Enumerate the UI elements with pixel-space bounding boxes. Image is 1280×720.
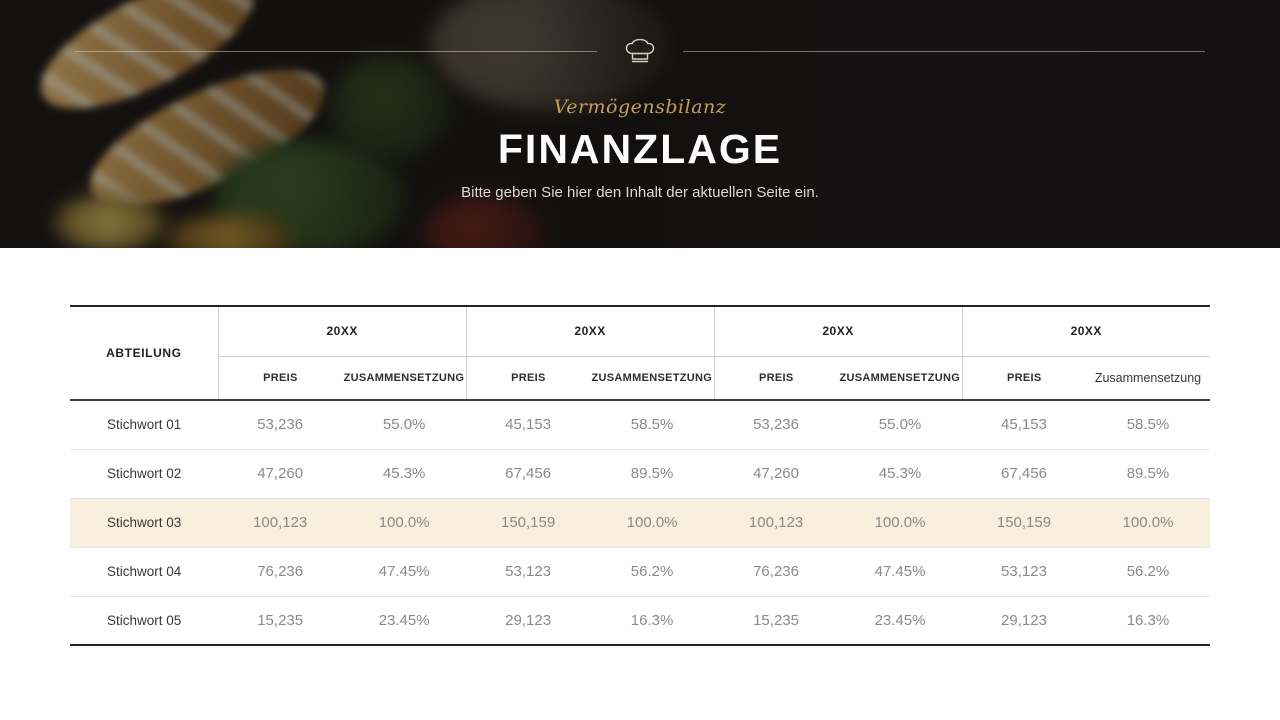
row-cell: 100,123 bbox=[714, 498, 839, 548]
ornament-divider bbox=[0, 0, 1280, 64]
row-cell: 16.3% bbox=[590, 596, 715, 646]
row-cell: 89.5% bbox=[590, 449, 715, 499]
row-cell: 100.0% bbox=[590, 498, 715, 548]
table-row: Stichwort 02 47,260 45.3% 67,456 89.5% 47,26… bbox=[70, 449, 1210, 499]
subheader-preis-2: PREIS bbox=[465, 356, 591, 400]
row-cell: 100.0% bbox=[342, 498, 467, 548]
row-cell: 76,236 bbox=[714, 547, 839, 597]
row-cell: 55.0% bbox=[342, 400, 467, 450]
finance-table-section: ABTEILUNG 20XX 20XX 20XX 20XX PREIS ZUSA… bbox=[70, 305, 1210, 646]
table-row: Stichwort 05 15,235 23.45% 29,123 16.3% 15,2… bbox=[70, 596, 1210, 646]
year-header-3: 20XX bbox=[713, 306, 962, 357]
row-cell: 45,153 bbox=[466, 400, 591, 450]
year-header-4: 20XX bbox=[961, 306, 1210, 357]
row-cell: 29,123 bbox=[962, 596, 1086, 646]
subheader-preis-4: PREIS bbox=[961, 356, 1086, 400]
row-label: Stichwort 01 bbox=[70, 400, 219, 450]
row-cell: 100.0% bbox=[838, 498, 962, 548]
row-cell: 23.45% bbox=[342, 596, 467, 646]
row-label: Stichwort 03 bbox=[70, 498, 219, 548]
table-row: Stichwort 03 100,123 100.0% 150,159 100.0% 1… bbox=[70, 498, 1210, 548]
table-row: Stichwort 01 53,236 55.0% 45,153 58.5% 53,23… bbox=[70, 400, 1210, 450]
row-label: Stichwort 02 bbox=[70, 449, 219, 499]
subheader-zusammensetzung-3: ZUSAMMENSETZUNG bbox=[839, 371, 961, 384]
row-cell: 45,153 bbox=[962, 400, 1086, 450]
slide-title: FINANZLAGE bbox=[497, 126, 783, 172]
row-cell: 45.3% bbox=[342, 449, 467, 499]
hero-banner: Vermögensbilanz FINANZLAGE Bitte geben S… bbox=[0, 0, 1280, 248]
row-label: Stichwort 04 bbox=[70, 547, 219, 597]
row-cell: 53,236 bbox=[218, 400, 343, 450]
column-header-abteilung: ABTEILUNG bbox=[106, 346, 182, 360]
divider-line-left bbox=[75, 50, 597, 52]
table-row: Stichwort 04 76,236 47.45% 53,123 56.2% 76,2… bbox=[70, 547, 1210, 597]
row-cell: 67,456 bbox=[466, 449, 591, 499]
row-label: Stichwort 05 bbox=[70, 596, 219, 646]
subheader-preis-1: PREIS bbox=[217, 356, 343, 400]
row-cell: 53,123 bbox=[962, 547, 1086, 597]
row-cell: 58.5% bbox=[1085, 400, 1210, 450]
row-cell: 76,236 bbox=[218, 547, 343, 597]
table-body: Stichwort 01 53,236 55.0% 45,153 58.5% 53,23… bbox=[70, 400, 1210, 646]
row-cell: 150,159 bbox=[962, 498, 1086, 548]
row-cell: 45.3% bbox=[838, 449, 962, 499]
row-cell: 56.2% bbox=[1085, 547, 1210, 597]
slide-subtitle: Bitte geben Sie hier den Inhalt der aktu… bbox=[461, 184, 819, 201]
row-cell: 47.45% bbox=[838, 547, 962, 597]
row-cell: 100.0% bbox=[1085, 498, 1210, 548]
row-cell: 67,456 bbox=[962, 449, 1086, 499]
row-cell: 15,235 bbox=[218, 596, 343, 646]
row-cell: 53,236 bbox=[714, 400, 839, 450]
row-cell: 53,123 bbox=[466, 547, 591, 597]
year-header-2: 20XX bbox=[465, 306, 715, 357]
row-cell: 58.5% bbox=[590, 400, 715, 450]
row-cell: 89.5% bbox=[1085, 449, 1210, 499]
row-cell: 47,260 bbox=[218, 449, 343, 499]
finance-table: ABTEILUNG 20XX 20XX 20XX 20XX PREIS ZUSA… bbox=[70, 305, 1210, 646]
year-header-1: 20XX bbox=[217, 306, 467, 357]
row-cell: 55.0% bbox=[838, 400, 962, 450]
subheader-zusammensetzung-2: ZUSAMMENSETZUNG bbox=[591, 371, 713, 384]
row-cell: 29,123 bbox=[466, 596, 591, 646]
divider-line-right bbox=[683, 50, 1205, 52]
hero-text: Vermögensbilanz FINANZLAGE Bitte geben S… bbox=[0, 96, 1280, 201]
chef-hat-icon bbox=[623, 38, 657, 64]
row-cell: 47.45% bbox=[342, 547, 467, 597]
row-cell: 100,123 bbox=[218, 498, 343, 548]
row-cell: 56.2% bbox=[590, 547, 715, 597]
subheader-preis-3: PREIS bbox=[713, 356, 839, 400]
row-cell: 150,159 bbox=[466, 498, 591, 548]
row-cell: 15,235 bbox=[714, 596, 839, 646]
subheader-zusammensetzung-1: ZUSAMMENSETZUNG bbox=[343, 371, 465, 384]
row-cell: 23.45% bbox=[838, 596, 962, 646]
row-cell: 16.3% bbox=[1085, 596, 1210, 646]
subheader-zusammensetzung-4: Zusammensetzung bbox=[1094, 370, 1202, 385]
row-cell: 47,260 bbox=[714, 449, 839, 499]
slide-eyebrow: Vermögensbilanz bbox=[553, 96, 727, 118]
